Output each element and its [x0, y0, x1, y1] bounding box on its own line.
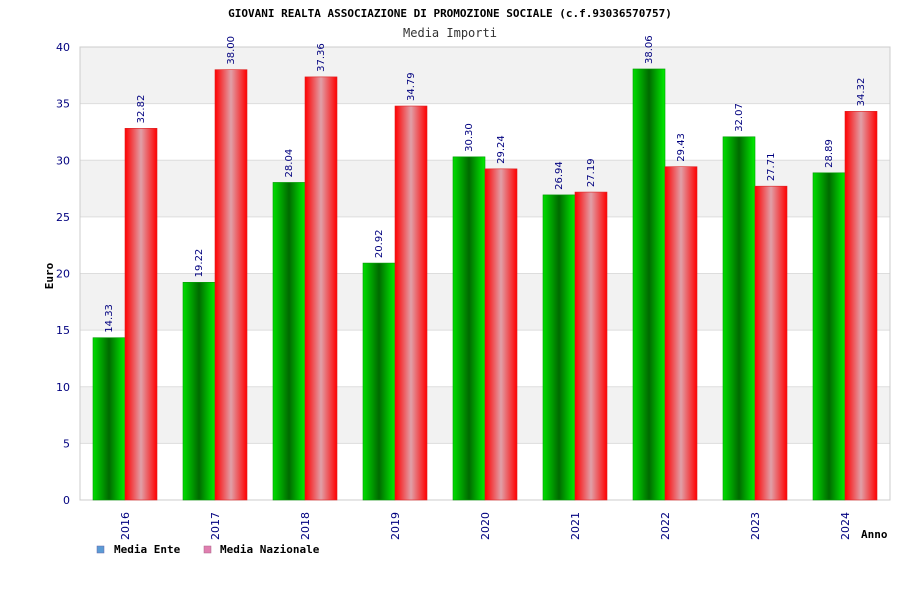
bar-media-nazionale — [484, 168, 518, 501]
x-axis-label: Anno — [861, 528, 888, 541]
bar-media-nazionale — [574, 191, 608, 501]
bar-media-ente — [272, 182, 306, 501]
bar-media-nazionale — [754, 185, 788, 501]
x-tick-label: 2023 — [749, 512, 762, 540]
y-tick-label: 0 — [63, 494, 70, 507]
value-labels: 14.33 32.82 19.22 38.00 28.04 37.36 20.92 34.79… — [104, 35, 867, 332]
legend-label-media-nazionale: Media Nazionale — [220, 543, 320, 556]
bar-media-nazionale — [394, 105, 428, 501]
y-tick-label: 5 — [63, 437, 70, 450]
y-tick-label: 25 — [56, 211, 70, 224]
y-axis-label: Euro — [43, 262, 56, 289]
x-tick-label: 2021 — [569, 512, 582, 540]
value-label: 30.30 — [464, 123, 475, 152]
legend: Media Ente Media Nazionale — [96, 543, 320, 556]
x-tick-label: 2024 — [839, 512, 852, 540]
grid-band — [80, 47, 890, 104]
value-label: 38.06 — [644, 35, 655, 64]
bar-media-nazionale — [214, 69, 248, 501]
value-label: 20.92 — [374, 229, 385, 258]
y-tick-label: 35 — [56, 98, 70, 111]
value-label: 32.82 — [136, 95, 147, 124]
value-label: 38.00 — [226, 36, 237, 65]
bar-media-nazionale — [664, 166, 698, 501]
value-label: 34.32 — [856, 78, 867, 107]
value-label: 34.79 — [406, 72, 417, 101]
grid-band — [80, 103, 890, 161]
bar-media-ente — [632, 68, 666, 501]
legend-label-media-ente: Media Ente — [114, 543, 181, 556]
bar-media-ente — [452, 156, 486, 501]
x-axis-ticks: 2016 2017 2018 2019 2020 2021 2022 2023 2024 — [119, 512, 852, 540]
bar-media-ente — [92, 337, 126, 501]
bar-media-nazionale — [124, 128, 158, 501]
y-axis-ticks: 0 5 10 15 20 25 30 35 40 — [56, 41, 70, 507]
bar-media-nazionale — [304, 76, 338, 501]
value-label: 14.33 — [104, 304, 115, 333]
chart-subtitle: Media Importi — [403, 26, 497, 40]
x-tick-label: 2018 — [299, 512, 312, 540]
value-label: 27.19 — [586, 158, 597, 187]
bar-media-ente — [362, 262, 396, 501]
y-tick-label: 40 — [56, 41, 70, 54]
value-label: 19.22 — [194, 249, 205, 278]
value-label: 37.36 — [316, 43, 327, 72]
value-label: 26.94 — [554, 161, 565, 190]
legend-swatch-media-ente — [96, 545, 105, 554]
value-label: 29.43 — [676, 133, 687, 162]
bar-media-ente — [182, 282, 216, 501]
bar-media-ente — [812, 172, 846, 501]
x-tick-label: 2016 — [119, 512, 132, 540]
value-label: 32.07 — [734, 103, 745, 132]
x-tick-label: 2019 — [389, 512, 402, 540]
y-tick-label: 10 — [56, 381, 70, 394]
value-label: 28.89 — [824, 139, 835, 168]
value-label: 27.71 — [766, 153, 777, 182]
x-tick-label: 2017 — [209, 512, 222, 540]
x-tick-label: 2022 — [659, 512, 672, 540]
y-tick-label: 20 — [56, 268, 70, 281]
value-label: 28.04 — [284, 149, 295, 178]
bars — [92, 68, 878, 501]
bar-media-ente — [722, 136, 756, 501]
bar-media-ente — [542, 194, 576, 501]
x-tick-label: 2020 — [479, 512, 492, 540]
legend-swatch-media-nazionale — [203, 545, 212, 554]
chart-title: GIOVANI REALTA ASSOCIAZIONE DI PROMOZION… — [228, 7, 672, 20]
bar-media-nazionale — [844, 111, 878, 501]
y-tick-label: 30 — [56, 154, 70, 167]
y-tick-label: 15 — [56, 324, 70, 337]
value-label: 29.24 — [496, 135, 507, 164]
